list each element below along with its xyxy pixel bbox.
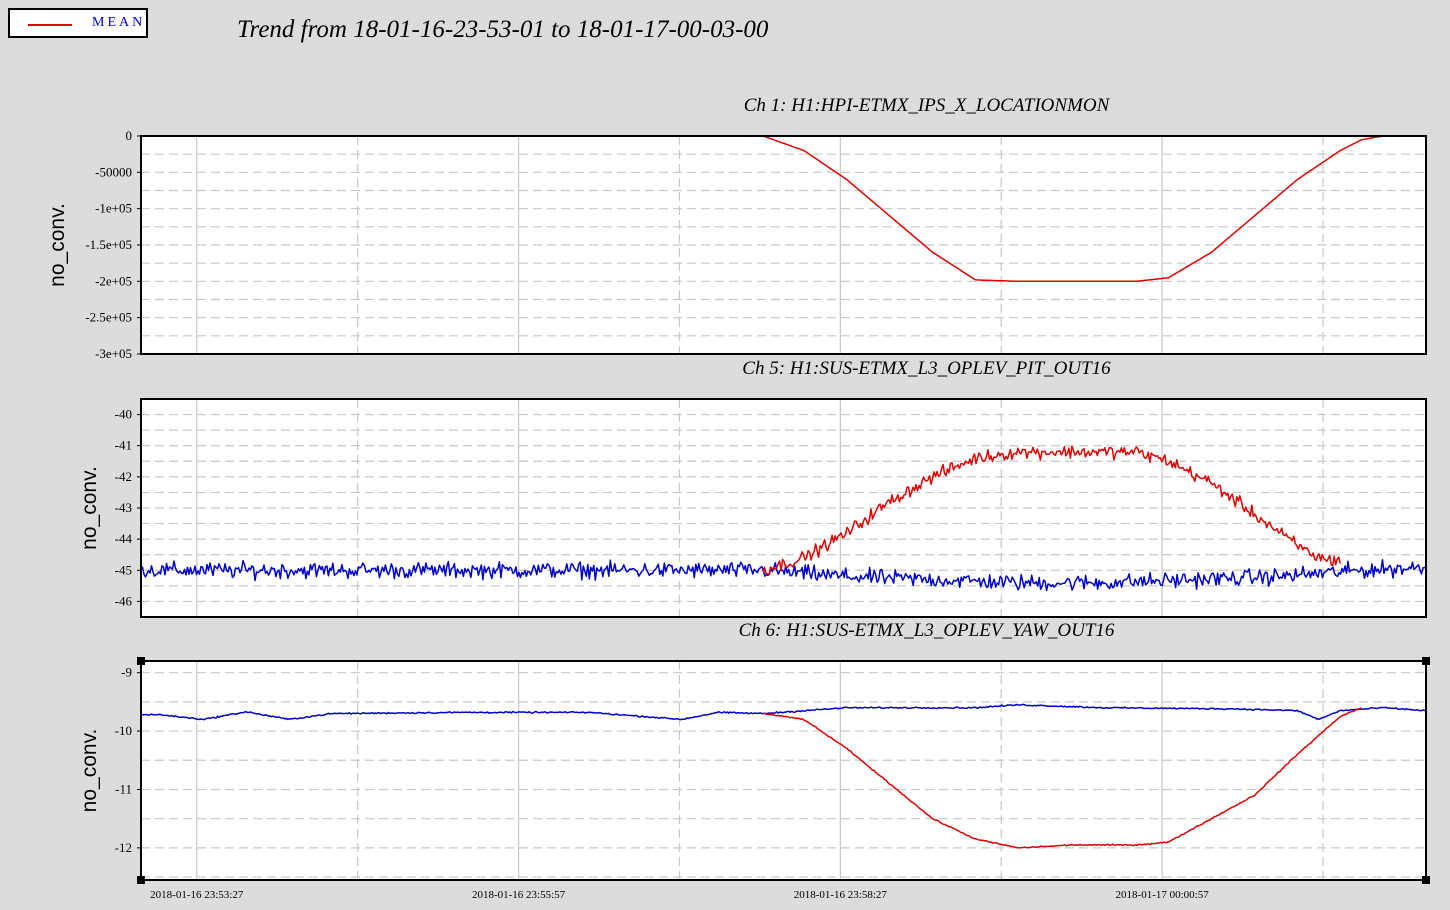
- y-tick-label: -3e+05: [95, 346, 132, 361]
- y-tick-label: -40: [115, 407, 132, 422]
- legend-swatch-mean: [28, 24, 72, 26]
- y-tick-label: -11: [115, 781, 132, 796]
- y-tick-label: -46: [115, 593, 133, 608]
- legend: MEAN: [8, 8, 148, 38]
- selection-handle: [1422, 657, 1430, 665]
- series-line-trace-2: [140, 558, 1427, 592]
- y-tick-label: -1e+05: [95, 201, 132, 216]
- series-line-mean-3: [763, 707, 1363, 849]
- legend-label-mean: MEAN: [92, 15, 146, 30]
- panel-title-1: Ch 1: H1:HPI-ETMX_IPS_X_LOCATIONMON: [744, 95, 1111, 116]
- y-tick-label: -12: [115, 840, 132, 855]
- panel-3: -9 -10 -11 -12 Ch 6: H1:SUS-ETMX_L3_OPLEV_YA…: [78, 620, 1430, 901]
- y-tick-label: 0: [126, 128, 133, 143]
- selection-handle: [1422, 876, 1430, 884]
- panel-title-3: Ch 6: H1:SUS-ETMX_L3_OPLEV_YAW_OUT16: [739, 620, 1115, 641]
- selection-handle: [137, 657, 145, 665]
- x-tick-label: 2018-01-17 00:00:57: [1116, 889, 1210, 901]
- x-tick-label: 2018-01-16 23:53:27: [150, 889, 244, 901]
- y-tick-label: -41: [115, 438, 132, 453]
- y-axis-label-2: no_conv.: [78, 466, 101, 550]
- selection-handle: [137, 876, 145, 884]
- y-tick-label: -2e+05: [95, 273, 132, 288]
- y-tick-label: -42: [115, 469, 132, 484]
- y-tick-label: -44: [115, 531, 133, 546]
- y-axis-label-3: no_conv.: [78, 729, 101, 813]
- plot-frame-1: [140, 135, 1427, 355]
- panel-1: 0 -50000 -1e+05 -1.5e+05 -2e+05 -2.5e+05 -3e+0…: [46, 95, 1427, 361]
- y-tick-label: -50000: [95, 164, 132, 179]
- plot-frame-3: [140, 660, 1427, 881]
- panel-2: -40 -41 -42 -43 -44 -45 -46 Ch 5: H1:SUS-ETMX_L…: [78, 358, 1427, 618]
- page-title: Trend from 18-01-16-23-53-01 to 18-01-17…: [237, 16, 769, 43]
- y-tick-label: -2.5e+05: [85, 310, 132, 325]
- panel-title-2: Ch 5: H1:SUS-ETMX_L3_OPLEV_PIT_OUT16: [742, 358, 1111, 379]
- x-tick-label: 2018-01-16 23:55:57: [472, 889, 566, 901]
- y-tick-label: -10: [115, 723, 132, 738]
- y-axis-label-1: no_conv.: [46, 203, 69, 287]
- plot-frame-2: [140, 398, 1427, 618]
- y-tick-label: -43: [115, 500, 132, 515]
- series-line-trace-3: [140, 703, 1427, 721]
- y-tick-label: -1.5e+05: [85, 237, 132, 252]
- y-tick-label: -9: [121, 665, 132, 680]
- y-tick-label: -45: [115, 562, 132, 577]
- plot-area-3: [141, 661, 1426, 880]
- series-line-mean-2: [762, 445, 1341, 576]
- x-tick-label: 2018-01-16 23:58:27: [794, 889, 888, 901]
- series-line-mean-1: [762, 135, 1384, 283]
